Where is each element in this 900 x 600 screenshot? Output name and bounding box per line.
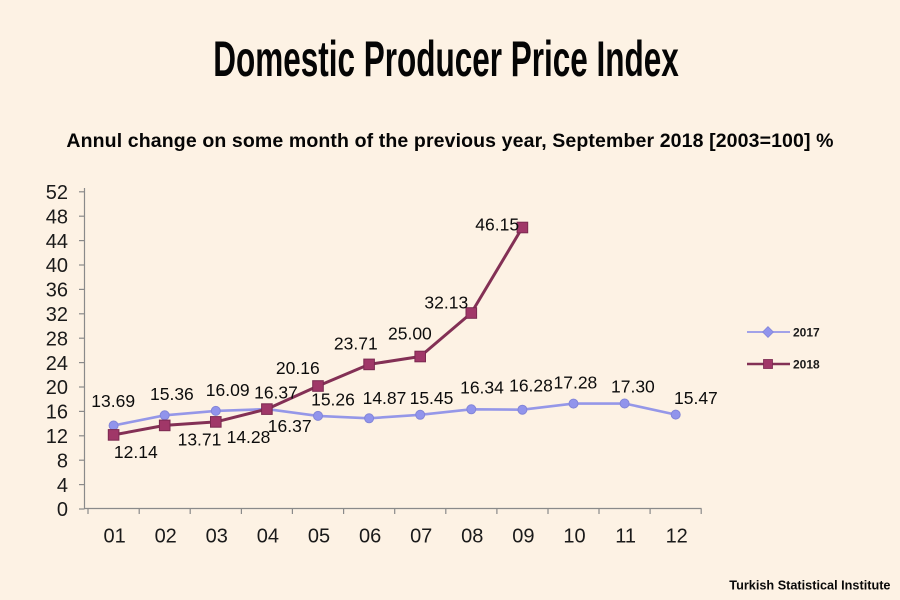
svg-text:36: 36 <box>46 280 68 302</box>
svg-text:2017: 2017 <box>793 325 820 339</box>
svg-text:08: 08 <box>461 526 483 548</box>
svg-text:12: 12 <box>666 526 688 548</box>
svg-text:44: 44 <box>46 231 68 253</box>
svg-text:0: 0 <box>57 499 68 521</box>
svg-text:03: 03 <box>206 526 228 548</box>
svg-text:15.26: 15.26 <box>311 390 355 410</box>
svg-text:23.71: 23.71 <box>334 334 378 354</box>
svg-text:17.30: 17.30 <box>611 377 655 397</box>
svg-text:52: 52 <box>46 182 68 204</box>
svg-text:09: 09 <box>512 526 534 548</box>
svg-text:16.37: 16.37 <box>268 416 312 436</box>
svg-text:32: 32 <box>46 304 68 326</box>
svg-text:2018: 2018 <box>793 357 820 371</box>
svg-text:28: 28 <box>46 328 68 350</box>
svg-text:32.13: 32.13 <box>424 293 468 313</box>
svg-text:04: 04 <box>257 526 279 548</box>
svg-text:12: 12 <box>46 426 68 448</box>
svg-text:05: 05 <box>308 526 330 548</box>
svg-text:16.34: 16.34 <box>460 378 504 398</box>
svg-text:4: 4 <box>57 475 68 497</box>
svg-text:15.36: 15.36 <box>150 384 194 404</box>
svg-text:16.28: 16.28 <box>509 376 553 396</box>
svg-text:24: 24 <box>46 353 68 375</box>
svg-text:16: 16 <box>46 402 68 424</box>
svg-text:07: 07 <box>410 526 432 548</box>
svg-text:Turkish Statistical Institute: Turkish Statistical Institute <box>729 579 890 593</box>
svg-text:15.45: 15.45 <box>410 388 454 408</box>
svg-text:12.14: 12.14 <box>114 442 158 462</box>
svg-text:48: 48 <box>46 206 68 228</box>
svg-text:40: 40 <box>46 255 68 277</box>
svg-text:16.37: 16.37 <box>254 383 298 403</box>
svg-text:Domestic Producer Price Index: Domestic Producer Price Index <box>213 31 678 87</box>
svg-text:8: 8 <box>57 450 68 472</box>
svg-text:10: 10 <box>563 526 585 548</box>
svg-text:25.00: 25.00 <box>388 324 432 344</box>
svg-text:11: 11 <box>615 526 636 548</box>
svg-text:02: 02 <box>155 526 177 548</box>
svg-text:46.15: 46.15 <box>475 215 519 235</box>
svg-text:06: 06 <box>359 526 381 548</box>
svg-text:13.71: 13.71 <box>178 430 222 450</box>
svg-text:20: 20 <box>46 377 68 399</box>
svg-text:01: 01 <box>103 526 125 548</box>
svg-text:14.87: 14.87 <box>363 388 407 408</box>
svg-text:14.28: 14.28 <box>227 427 271 447</box>
svg-text:17.28: 17.28 <box>554 373 598 393</box>
svg-text:20.16: 20.16 <box>276 358 320 378</box>
svg-text:Annul change on some month of: Annul change on some month of the previo… <box>66 130 833 152</box>
svg-text:13.69: 13.69 <box>91 391 135 411</box>
svg-text:16.09: 16.09 <box>206 380 250 400</box>
svg-text:15.47: 15.47 <box>674 388 718 408</box>
